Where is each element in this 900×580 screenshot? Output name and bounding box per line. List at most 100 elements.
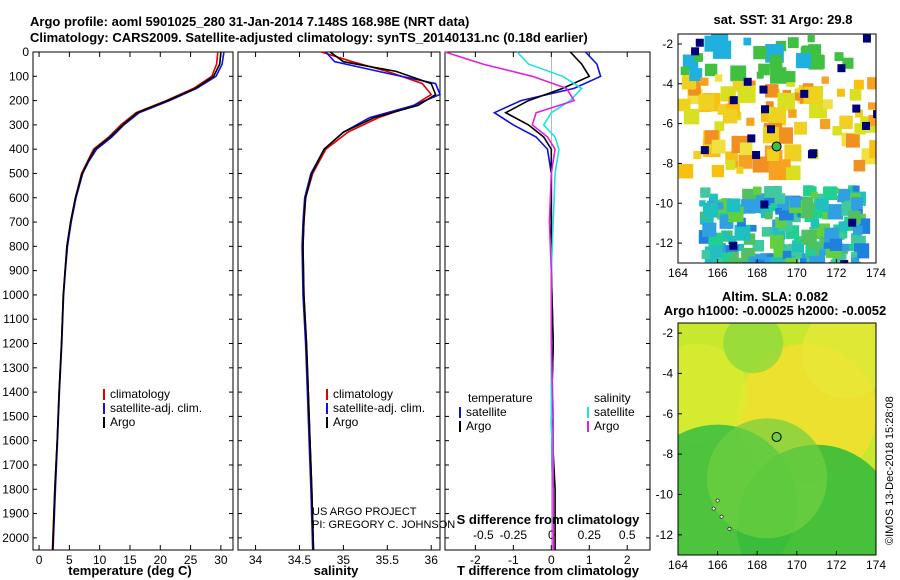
- sst-pixel: [769, 54, 783, 68]
- island-dot: [711, 506, 716, 511]
- sla-field-blob: [801, 323, 876, 399]
- depth-tick-label: 1100: [3, 312, 29, 326]
- sst-pixel: [798, 85, 807, 94]
- salinity-legend-label: satellite-adj. clim.: [333, 401, 425, 415]
- argo-position-marker: [771, 141, 782, 152]
- salinity-series-line: [302, 51, 437, 551]
- sst-pixel: [775, 208, 782, 215]
- sst-pixel: [770, 234, 784, 249]
- depth-tick-label: 2000: [2, 531, 29, 545]
- depth-tick-label: 600: [9, 191, 29, 205]
- sst-nodata-pixel: [852, 104, 861, 113]
- sst-pixel: [794, 121, 808, 135]
- sla-map-content: [678, 323, 876, 555]
- sla-map-frame: [677, 322, 877, 556]
- sst-pixel: [758, 63, 770, 76]
- temperature-legend-label: Argo: [110, 415, 136, 429]
- sst-pixel: [761, 227, 772, 237]
- sst-map-xtick-label: 168: [747, 266, 767, 280]
- salinity-xlabel: salinity: [314, 563, 360, 578]
- depth-tick-label: 1200: [2, 337, 29, 351]
- sst-pixel: [808, 248, 816, 256]
- sst-pixel: [827, 204, 843, 220]
- sst-pixel: [837, 232, 845, 240]
- sst-pixel: [725, 160, 736, 170]
- sst-pixel: [823, 186, 838, 201]
- sst-map-ytick-label: -10: [656, 196, 674, 210]
- sst-pixel: [829, 238, 843, 251]
- sst-pixel: [851, 251, 858, 258]
- sla-field-blob: [678, 343, 748, 444]
- sst-nodata-pixel: [848, 218, 857, 227]
- sst-pixel: [788, 109, 797, 118]
- salinity-series-line: [301, 51, 442, 551]
- sst-pixel: [709, 245, 723, 258]
- sst-pixel: [753, 253, 767, 263]
- salinity-xtick-label: 35.5: [376, 553, 400, 567]
- island-dot: [715, 498, 720, 503]
- sst-nodata-pixel: [840, 260, 849, 263]
- sst-pixel: [789, 196, 801, 208]
- temperature-xtick-label: 5: [66, 553, 73, 567]
- sst-map-ytick-label: -8: [662, 156, 673, 170]
- depth-tick-label: 1300: [2, 361, 29, 375]
- sst-map-xtick-label: 170: [787, 266, 807, 280]
- island-dot: [727, 526, 732, 531]
- difference-legend-label: Argo: [594, 419, 620, 433]
- sst-pixel: [837, 195, 845, 203]
- sst-pixel: [770, 67, 787, 84]
- sst-pixel: [853, 79, 864, 90]
- sst-nodata-pixel: [873, 110, 876, 119]
- sst-pixel: [868, 114, 876, 126]
- sst-pixel: [800, 47, 809, 56]
- difference-xtick-label: 1: [586, 553, 593, 567]
- pi-credit: PI: GREGORY C. JOHNSON: [312, 519, 455, 531]
- difference-xtick-label: 2: [624, 553, 631, 567]
- temperature-legend-label: satellite-adj. clim.: [110, 401, 202, 415]
- sst-pixel: [839, 115, 853, 130]
- sst-pixel: [809, 100, 827, 119]
- sst-pixel: [737, 85, 756, 104]
- sst-pixel: [765, 256, 774, 263]
- sst-pixel: [722, 109, 738, 124]
- temperature-frame: [32, 51, 234, 551]
- sst-pixel: [767, 148, 780, 162]
- sst-nodata-pixel: [759, 85, 768, 94]
- sst-pixel: [811, 191, 818, 199]
- sst-pixel: [727, 257, 741, 263]
- sla-map-ytick-label: -2: [662, 326, 673, 340]
- sst-pixel: [804, 257, 813, 263]
- sst-map-xtick-label: 166: [708, 266, 728, 280]
- salinity-legend-label: climatology: [333, 387, 393, 401]
- sst-pixel: [726, 198, 741, 213]
- sst-pixel: [738, 154, 753, 169]
- sst-pixel: [749, 224, 757, 232]
- sla-map-xtick-label: 174: [866, 558, 886, 572]
- sst-pixel: [782, 250, 792, 260]
- depth-tick-label: 1700: [2, 458, 29, 472]
- sst-pixel: [741, 199, 756, 214]
- sst-nodata-pixel: [729, 96, 738, 105]
- sst-pixel: [702, 202, 719, 218]
- sst-pixel: [711, 164, 725, 178]
- sst-pixel: [815, 198, 829, 212]
- sst-pixel: [693, 151, 702, 160]
- sst-pixel: [774, 185, 782, 194]
- sst-pixel: [754, 259, 765, 263]
- sst-pixel: [680, 66, 690, 76]
- sst-nodata-pixel: [760, 200, 769, 209]
- sst-pixel: [727, 251, 739, 263]
- sst-pixel: [698, 94, 715, 111]
- depth-tick-label: 800: [9, 239, 29, 253]
- sst-pixel: [760, 206, 773, 219]
- sst-nodata-pixel: [862, 34, 871, 43]
- sst-nodata-pixel: [691, 47, 700, 56]
- sst-pixel: [748, 256, 757, 263]
- salinity-xtick-label: 34: [249, 553, 263, 567]
- depth-tick-label: 0: [22, 45, 29, 59]
- difference-top-xlabel: S difference from climatology: [457, 512, 641, 527]
- sst-pixel: [711, 139, 726, 154]
- sst-pixel: [854, 243, 870, 259]
- sst-pixel: [803, 185, 814, 197]
- sst-pixel: [852, 225, 863, 236]
